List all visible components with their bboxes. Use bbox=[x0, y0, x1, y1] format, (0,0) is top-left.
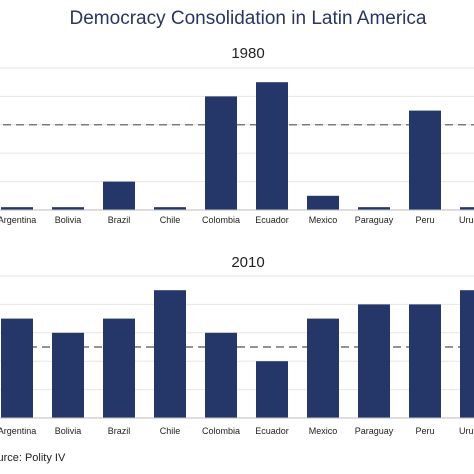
panel-top-bar-bolivia bbox=[52, 207, 84, 210]
panel-bottom-bar-mexico bbox=[307, 318, 339, 418]
panel-top-tick-label: Ecuador bbox=[255, 215, 289, 225]
panel-top-bar-chile bbox=[154, 207, 186, 210]
panel-top-bar-mexico bbox=[307, 195, 339, 210]
panel-bottom-bar-chile bbox=[154, 290, 186, 418]
chart-title: Democracy Consolidation in Latin America bbox=[70, 8, 427, 29]
panel-bottom-tick-label: Uruguay bbox=[459, 426, 474, 436]
panel-top-tick-label: Colombia bbox=[202, 215, 240, 225]
panel-top-bar-peru bbox=[409, 110, 441, 210]
panel-bottom-subtitle: 2010 bbox=[231, 254, 264, 271]
panel-bottom-bar-peru bbox=[409, 304, 441, 418]
panel-top-tick-label: Uruguay bbox=[459, 215, 474, 225]
panel-top-bar-paraguay bbox=[358, 207, 390, 210]
panel-top: 1980 Argentina Bolivia Brazil Chile Colombia… bbox=[0, 45, 474, 225]
panel-top-bar-colombia bbox=[205, 96, 237, 210]
panel-top-tick-label: Brazil bbox=[108, 215, 131, 225]
panel-bottom-tick-label: Colombia bbox=[202, 426, 240, 436]
panel-top-bar-uruguay bbox=[460, 207, 474, 210]
panel-bottom-bar-argentina bbox=[1, 318, 33, 418]
panel-bottom-tick-label: Bolivia bbox=[55, 426, 82, 436]
panel-top-bar-brazil bbox=[103, 181, 135, 210]
panel-bottom-bar-uruguay bbox=[460, 290, 474, 418]
panel-bottom-bar-brazil bbox=[103, 318, 135, 418]
panel-bottom-tick-label: Paraguay bbox=[355, 426, 394, 436]
panel-bottom-bar-colombia bbox=[205, 332, 237, 418]
panel-bottom-bar-bolivia bbox=[52, 332, 84, 418]
panel-top-bar-ecuador bbox=[256, 82, 288, 210]
panel-bottom-tick-label: Peru bbox=[415, 426, 434, 436]
panel-bottom-tick-label: Argentina bbox=[0, 426, 36, 436]
panel-bottom-tick-label: Chile bbox=[160, 426, 181, 436]
panel-top-tick-label: Bolivia bbox=[55, 215, 82, 225]
panel-top-tick-label: Chile bbox=[160, 215, 181, 225]
panel-top-subtitle: 1980 bbox=[231, 45, 264, 62]
panel-bottom-tick-label: Ecuador bbox=[255, 426, 289, 436]
panel-top-tick-label: Argentina bbox=[0, 215, 36, 225]
panel-top-tick-label: Peru bbox=[415, 215, 434, 225]
source-note: Source: Polity IV bbox=[0, 452, 66, 464]
panel-bottom-tick-label: Brazil bbox=[108, 426, 131, 436]
panel-bottom-bar-paraguay bbox=[358, 304, 390, 418]
panel-bottom-tick-label: Mexico bbox=[309, 426, 338, 436]
panel-top-bar-argentina bbox=[1, 207, 33, 210]
panel-bottom: 2010 Argentina Bolivia Brazil Chile Colombia… bbox=[0, 254, 474, 436]
panel-bottom-bar-ecuador bbox=[256, 361, 288, 418]
panel-top-tick-label: Mexico bbox=[309, 215, 338, 225]
panel-top-tick-label: Paraguay bbox=[355, 215, 394, 225]
